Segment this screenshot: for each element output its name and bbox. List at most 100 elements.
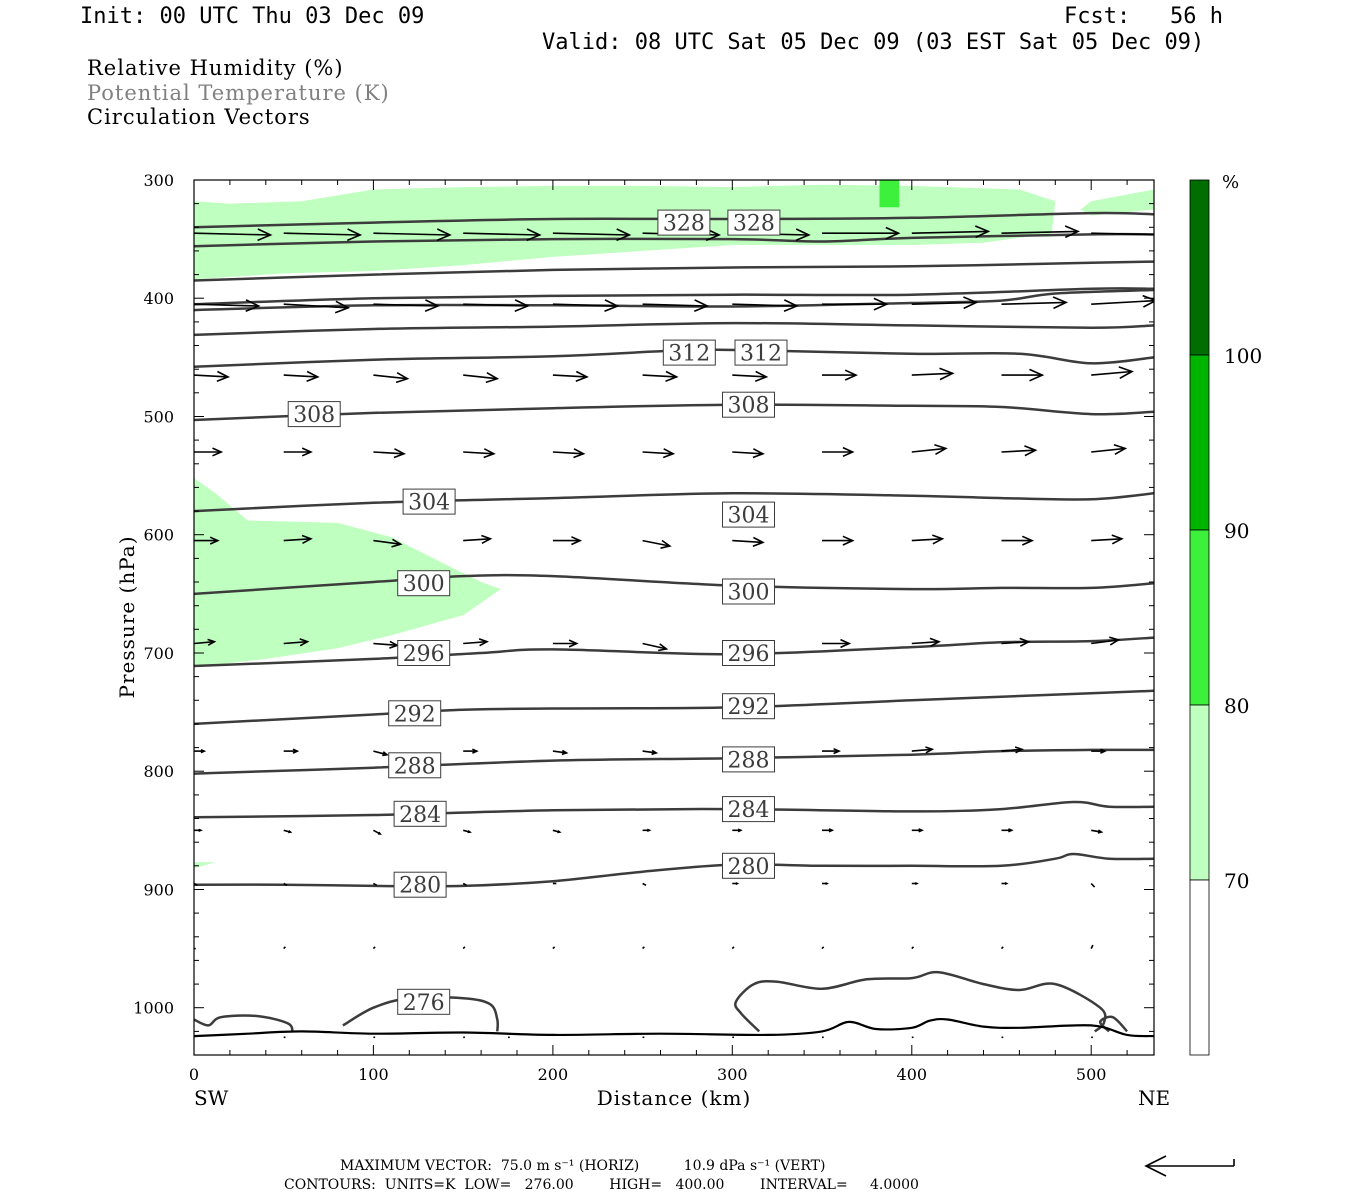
circulation-vector bbox=[642, 370, 679, 382]
circulation-vector bbox=[1001, 535, 1035, 546]
x-tick-label: 500 bbox=[1076, 1065, 1107, 1084]
vector-shaft bbox=[462, 882, 467, 887]
theta-contour-276 bbox=[342, 996, 500, 1032]
vector-shaft bbox=[642, 882, 647, 887]
vector-head bbox=[301, 447, 313, 457]
vector-head bbox=[436, 228, 452, 242]
vector-shaft bbox=[552, 232, 630, 236]
circulation-vector bbox=[463, 638, 489, 647]
vector-head bbox=[245, 299, 261, 313]
vector-head bbox=[216, 370, 230, 382]
vector-shaft bbox=[642, 946, 645, 950]
vector-head bbox=[974, 225, 991, 239]
vector-shaft bbox=[911, 640, 940, 645]
vector-head bbox=[207, 638, 217, 646]
circulation-vector bbox=[373, 299, 440, 313]
circulation-vector bbox=[194, 748, 207, 754]
contour-label-284: 284 bbox=[399, 803, 441, 828]
y-tick-label: 300 bbox=[143, 171, 174, 190]
rh-shade-70-3 bbox=[194, 478, 501, 668]
vector-head bbox=[842, 535, 855, 546]
vector-head bbox=[301, 534, 313, 545]
vector-shaft bbox=[1091, 447, 1126, 453]
x-tick-label: 100 bbox=[358, 1065, 389, 1084]
vector-head bbox=[844, 369, 858, 381]
y-tick-label: 500 bbox=[143, 408, 174, 427]
vector-shaft bbox=[642, 451, 674, 455]
circulation-vector bbox=[911, 882, 919, 886]
vector-shaft bbox=[911, 946, 915, 950]
circulation-vector bbox=[911, 225, 991, 239]
circulation-vector bbox=[1090, 944, 1094, 949]
y-axis-label: Pressure (hPa) bbox=[115, 536, 139, 699]
theta-contour-276 bbox=[734, 970, 1107, 1033]
vector-shaft bbox=[1091, 232, 1154, 236]
vector-shaft bbox=[373, 232, 450, 236]
circulation-vector bbox=[1091, 748, 1107, 754]
vector-head bbox=[198, 828, 203, 833]
circulation-vector bbox=[822, 446, 855, 458]
vector-head bbox=[478, 638, 489, 647]
contour-label-296: 296 bbox=[403, 642, 445, 667]
vector-head bbox=[573, 448, 586, 459]
vector-shaft bbox=[1001, 301, 1067, 305]
colorbar-unit: % bbox=[1222, 172, 1239, 193]
vector-shaft bbox=[1091, 639, 1119, 645]
circulation-vector bbox=[552, 639, 579, 648]
circulation-vector bbox=[822, 297, 889, 311]
vector-shaft bbox=[552, 946, 556, 950]
vector-head bbox=[660, 539, 672, 549]
circulation-vector bbox=[552, 749, 569, 756]
circulation-vector bbox=[731, 946, 735, 950]
circulation-vector bbox=[1001, 225, 1080, 239]
vector-head bbox=[1064, 225, 1080, 239]
contour-label-328: 328 bbox=[663, 212, 705, 237]
vector-head bbox=[939, 367, 955, 381]
circulation-vector bbox=[642, 642, 669, 652]
vector-shaft bbox=[194, 303, 259, 307]
vector-head bbox=[665, 370, 679, 382]
vector-shaft bbox=[463, 640, 488, 645]
circulation-vector bbox=[462, 882, 467, 887]
vector-shaft bbox=[372, 946, 376, 950]
vector-shaft bbox=[552, 750, 567, 754]
vector-shaft bbox=[283, 882, 288, 887]
circulation-vector bbox=[373, 640, 400, 649]
y-tick-label: 800 bbox=[143, 762, 174, 781]
vector-head bbox=[752, 448, 765, 459]
vector-head bbox=[200, 748, 207, 754]
contour-label-box bbox=[402, 488, 456, 515]
contour-label-280: 280 bbox=[728, 855, 770, 880]
vector-head bbox=[212, 447, 224, 457]
contour-label-288: 288 bbox=[728, 748, 770, 773]
colorbar-level-label: 100 bbox=[1224, 344, 1262, 368]
circulation-vector bbox=[194, 447, 224, 457]
contour-label-284: 284 bbox=[728, 798, 770, 823]
circulation-vector bbox=[552, 946, 556, 950]
vector-head bbox=[873, 297, 889, 311]
vector-head bbox=[485, 372, 500, 384]
contour-label-box bbox=[397, 570, 451, 597]
vector-head bbox=[616, 228, 632, 242]
circulation-vector bbox=[732, 299, 799, 313]
vector-head bbox=[1155, 229, 1168, 240]
footer-contours: CONTOURS: UNITS=K LOW= 276.00 HIGH= 400.… bbox=[284, 1177, 919, 1193]
vector-head bbox=[571, 536, 583, 546]
theta-contour-288 bbox=[194, 748, 1154, 775]
vector-shaft bbox=[373, 539, 401, 545]
vector-head bbox=[568, 639, 579, 648]
colorbar-level-label: 80 bbox=[1224, 694, 1249, 718]
vector-head bbox=[752, 536, 765, 547]
contour-label-300: 300 bbox=[403, 572, 445, 597]
vector-head bbox=[1019, 637, 1031, 647]
contour-label-box bbox=[388, 700, 442, 727]
contour-label-box bbox=[722, 693, 775, 720]
circulation-vector bbox=[463, 748, 479, 754]
vector-head bbox=[391, 538, 403, 548]
contour-label-276: 276 bbox=[403, 991, 445, 1016]
init-time: Init: 00 UTC Thu 03 Dec 09 bbox=[80, 4, 425, 29]
circulation-vector bbox=[283, 748, 300, 754]
circulation-vector bbox=[1091, 534, 1124, 545]
circulation-vector bbox=[822, 638, 852, 649]
circulation-vector bbox=[283, 638, 310, 647]
